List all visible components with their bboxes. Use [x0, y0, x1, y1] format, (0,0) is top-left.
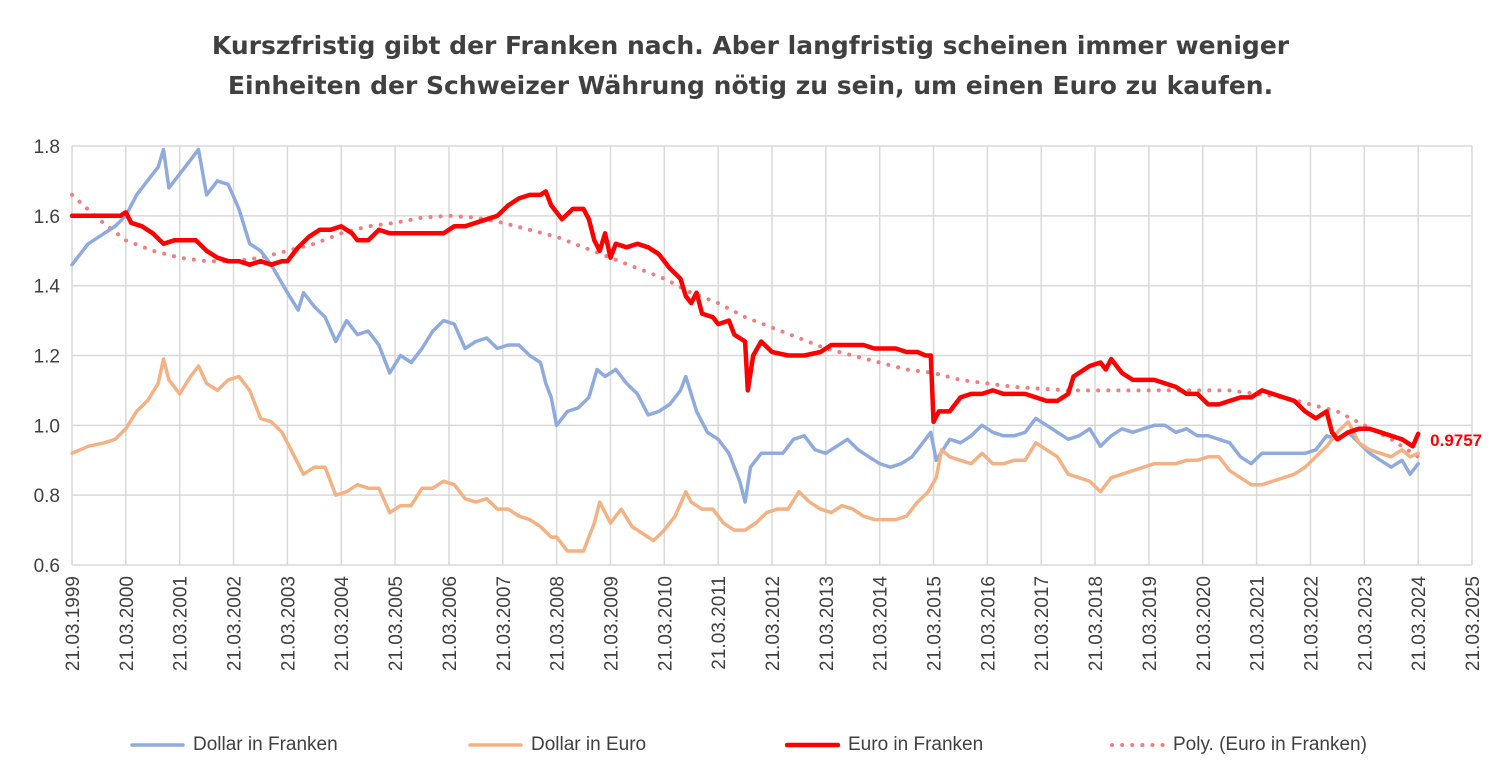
- series-line-dollar-in-franken: [70, 147, 1420, 504]
- x-tick-label: 21.03.2007: [494, 576, 515, 671]
- y-tick-label: 0.6: [34, 556, 60, 577]
- legend-swatch: [785, 742, 840, 748]
- y-tick-label: 1.6: [34, 207, 60, 228]
- x-tick-label: 21.03.2022: [1301, 576, 1322, 671]
- x-tick-label: 21.03.2003: [278, 576, 299, 671]
- legend-item: Dollar in Euro: [468, 730, 646, 760]
- legend-swatch: [468, 743, 523, 747]
- chart-title: Kurszfristig gibt der Franken nach. Aber…: [0, 26, 1501, 106]
- legend-label: Dollar in Euro: [531, 734, 647, 755]
- x-tick-label: 21.03.2002: [225, 576, 246, 671]
- x-tick-label: 21.03.2001: [171, 576, 192, 671]
- x-tick-label: 21.03.2023: [1355, 576, 1376, 671]
- x-tick-label: 21.03.2019: [1140, 576, 1161, 671]
- legend-swatch: [1110, 743, 1165, 747]
- y-tick-label: 1.0: [34, 416, 60, 437]
- y-tick-label: 0.8: [34, 486, 60, 507]
- legend-label: Dollar in Franken: [193, 734, 338, 755]
- series-line-euro-in-franken: [69, 189, 1421, 449]
- x-tick-label: 21.03.2005: [386, 576, 407, 671]
- x-tick-label: 21.03.1999: [63, 576, 84, 671]
- x-tick-label: 21.03.2025: [1463, 576, 1484, 671]
- x-tick-label: 21.03.2012: [763, 576, 784, 671]
- last-value-annotation: 0.9757: [1430, 431, 1482, 450]
- x-tick-label: 21.03.2011: [709, 576, 730, 670]
- legend-item: Euro in Franken: [785, 730, 983, 760]
- legend-item: Poly. (Euro in Franken): [1110, 730, 1367, 760]
- legend-swatch: [130, 743, 185, 747]
- x-tick-label: 21.03.2024: [1409, 576, 1430, 672]
- x-tick-label: 21.03.2014: [871, 576, 892, 672]
- x-tick-label: 21.03.2000: [117, 576, 138, 671]
- series-line-dollar-in-euro: [70, 357, 1420, 553]
- x-tick-label: 21.03.2017: [1032, 576, 1053, 671]
- grid-lines: [71, 145, 1473, 566]
- x-tick-label: 21.03.2013: [817, 576, 838, 671]
- x-tick-label: 21.03.2015: [925, 576, 946, 671]
- x-tick-label: 21.03.2021: [1248, 576, 1269, 671]
- legend: Dollar in Franken Dollar in Euro Euro in F…: [0, 730, 1501, 760]
- y-tick-label: 1.2: [34, 347, 60, 368]
- x-tick-label: 21.03.2009: [601, 576, 622, 671]
- x-tick-label: 21.03.2020: [1194, 576, 1215, 671]
- x-tick-label: 21.03.2010: [655, 576, 676, 671]
- x-tick-label: 21.03.2016: [978, 576, 999, 671]
- legend-item: Dollar in Franken: [130, 730, 338, 760]
- legend-label: Poly. (Euro in Franken): [1173, 734, 1367, 755]
- series-group: [69, 147, 1421, 553]
- chart-title-line-2: Einheiten der Schweizer Währung nötig zu…: [227, 71, 1274, 100]
- y-tick-label: 1.4: [34, 277, 61, 298]
- x-tick-label: 21.03.2018: [1086, 576, 1107, 671]
- x-axis-ticks: 21.03.1999 21.03.2000 21.03.2001 21.03.2002…: [63, 576, 1484, 672]
- x-tick-label: 21.03.2006: [440, 576, 461, 671]
- y-tick-label: 1.8: [34, 137, 60, 158]
- legend-label: Euro in Franken: [848, 734, 984, 755]
- x-tick-label: 21.03.2004: [332, 576, 353, 672]
- series-line-poly-euro-in-franken: [70, 192, 1421, 459]
- x-tick-label: 21.03.2008: [548, 576, 569, 671]
- y-axis-ticks: 0.6 0.8 1.0 1.2 1.4 1.6 1.8: [34, 137, 61, 577]
- chart-title-line-1: Kurszfristig gibt der Franken nach. Aber…: [211, 31, 1290, 60]
